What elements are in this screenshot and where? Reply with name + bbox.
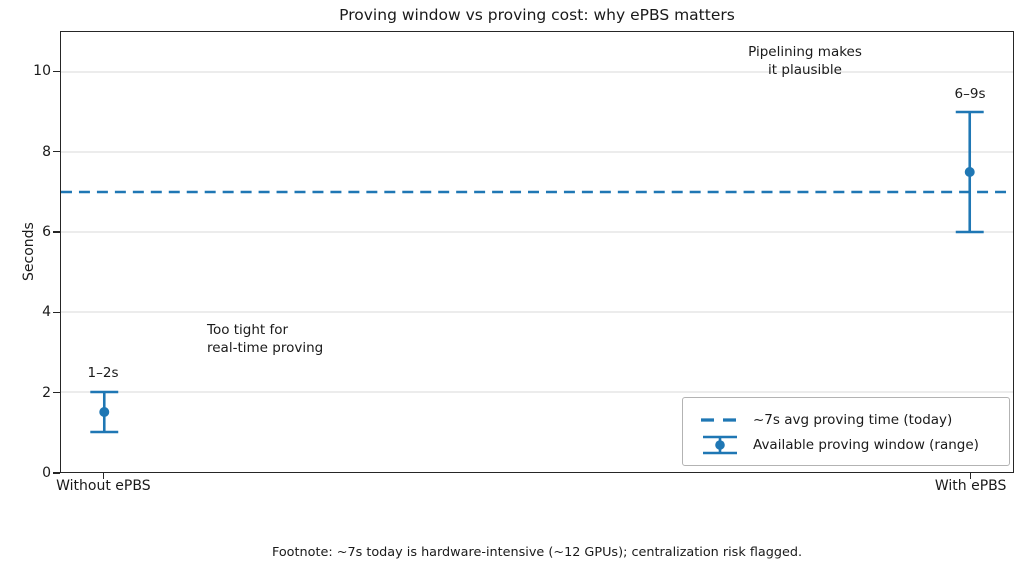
legend: ~7s avg proving time (today) Available p…: [682, 397, 1010, 466]
ytick-label-2: 2: [42, 384, 51, 401]
chart-title: Proving window vs proving cost: why ePBS…: [339, 6, 735, 24]
legend-row-proving-window: Available proving window (range): [697, 432, 1009, 457]
data-point-1: [964, 167, 975, 177]
xtick-label-0: Without ePBS: [56, 478, 151, 494]
ytick-mark-8: [53, 150, 60, 153]
ytick-mark-6: [53, 231, 60, 233]
ytick-label-0: 0: [42, 465, 51, 481]
legend-label-reference-line: ~7s avg proving time (today): [753, 411, 953, 428]
plot-area: [60, 31, 1014, 473]
legend-label-proving-window: Available proving window (range): [753, 436, 979, 453]
ytick-label-10: 10: [33, 63, 51, 80]
legend-row-reference-line: ~7s avg proving time (today): [697, 407, 1009, 432]
xtick-mark-1: [969, 473, 972, 479]
xtick-label-1: With ePBS: [934, 478, 1007, 494]
ytick-label-8: 8: [42, 143, 51, 160]
ytick-label-6: 6: [42, 223, 51, 240]
ytick-mark-4: [53, 311, 60, 313]
ytick-mark-2: [53, 391, 60, 394]
data-point-0: [99, 407, 110, 417]
annotation-pipelining: Pipelining makes it plausible: [748, 44, 862, 78]
point-range-label-with-epbs: 6–9s: [954, 86, 986, 102]
ytick-label-4: 4: [42, 304, 51, 321]
dashed-line-key-icon: [701, 417, 739, 422]
errorbar-key-icon: [703, 435, 737, 454]
ytick-mark-0: [53, 472, 60, 474]
xtick-mark-0: [102, 473, 104, 479]
annotation-too-tight: Too tight for real-time proving: [207, 322, 324, 356]
point-range-label-without-epbs: 1–2s: [87, 365, 119, 381]
ytick-mark-10: [53, 70, 60, 72]
plot-canvas: [61, 71, 1013, 434]
footnote: Footnote: ~7s today is hardware-intensiv…: [271, 545, 803, 560]
